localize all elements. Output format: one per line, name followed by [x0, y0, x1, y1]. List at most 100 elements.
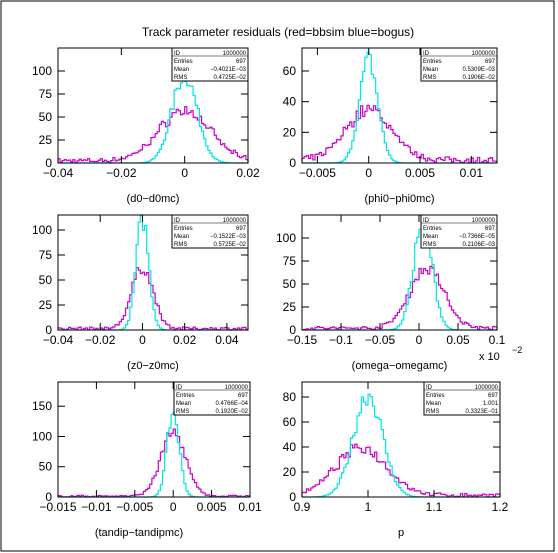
x-tick-label: 1: [365, 500, 372, 514]
y-tick-label: 100: [276, 231, 296, 245]
plot-frame: [57, 47, 249, 164]
plot-frame: [301, 381, 501, 498]
y-tick-label: 60: [283, 64, 297, 78]
y-tick-label: 20: [283, 465, 297, 479]
x-tick-label: −0.005: [116, 500, 153, 514]
y-tick-label: 25: [283, 300, 297, 314]
stats-value: 1000000: [225, 385, 249, 391]
stats-key: Mean: [423, 234, 438, 240]
x-tick-label: −0.02: [106, 166, 137, 180]
stats-box: [420, 47, 498, 82]
stats-value: 697: [488, 393, 499, 399]
y-tick-label: 100: [32, 223, 52, 237]
stats-value: 1.001: [483, 401, 499, 407]
x-tick-label: −0.04: [43, 166, 74, 180]
x-tick-label: −0.015: [39, 500, 76, 514]
stats-key: Mean: [176, 401, 191, 407]
y-tick-label: 50: [39, 110, 53, 124]
stats-value: 0.1920E−02: [215, 409, 248, 415]
stats-key: Mean: [174, 234, 189, 240]
y-tick-label: 0: [289, 323, 296, 337]
stats-value: 0.4766E−04: [215, 401, 248, 407]
x-tick-label: 0.02: [173, 333, 197, 347]
histogram-series-bbsim: [301, 104, 498, 164]
stats-value: 697: [485, 226, 496, 232]
x-tick-label: 0: [181, 166, 188, 180]
stats-key: Mean: [423, 67, 438, 73]
y-tick-label: 75: [283, 254, 297, 268]
stats-key: RMS: [174, 242, 187, 248]
x-tick-label: −0.02: [85, 333, 116, 347]
stats-box: [171, 214, 249, 249]
stats-key: ID: [174, 218, 181, 224]
plot-frame: [301, 47, 498, 164]
x-axis-label: p: [398, 527, 404, 539]
x-tick-label: −0.04: [43, 333, 74, 347]
y-tick-label: 20: [283, 125, 297, 139]
stats-key: ID: [426, 385, 433, 391]
stats-key: ID: [174, 51, 181, 57]
stats-value: 0.4725E−02: [213, 75, 246, 81]
histogram-series-bbsim: [301, 265, 498, 331]
stats-key: RMS: [176, 409, 189, 415]
stats-box: [423, 381, 501, 416]
x-tick-label: 0.01: [238, 500, 262, 514]
y-tick-label: 60: [283, 415, 297, 429]
x-axis-label: (omega−omegamc): [352, 360, 448, 372]
x-tick-label: 0: [170, 500, 177, 514]
y-tick-label: 40: [283, 95, 297, 109]
stats-key: Entries: [423, 59, 442, 65]
stats-key: Mean: [174, 67, 189, 73]
histogram-panel: −0.15 −0.1 −0.05 0 0.05 0.1 0 25 50 75 100 (omega−o…: [276, 214, 522, 372]
stats-value: −0.7366E−05: [459, 234, 496, 240]
x-axis-label: (d0−d0mc): [127, 193, 180, 205]
histogram-series-bbsim: [57, 266, 249, 331]
stats-value: 1000000: [475, 385, 499, 391]
stats-key: ID: [423, 218, 430, 224]
stats-box: [420, 214, 498, 249]
y-tick-label: 25: [39, 298, 53, 312]
x-tick-label: 1.1: [426, 500, 443, 514]
stats-value: 1000000: [472, 51, 496, 57]
figure-title: Track parameter residuals (red=bbsim blu…: [142, 25, 414, 39]
x-axis-label: (phi0−phi0mc): [364, 193, 434, 205]
stats-box: [171, 47, 249, 82]
x-tick-label: 0.04: [215, 333, 239, 347]
y-tick-label: 0: [45, 490, 52, 504]
y-tick-label: 100: [32, 429, 52, 443]
y-tick-label: 50: [39, 460, 53, 474]
plot-frame: [57, 381, 251, 498]
stats-value: 0.2106E−03: [462, 242, 495, 248]
x-axis-exponent-power: −2: [512, 345, 522, 355]
y-tick-label: 150: [32, 399, 52, 413]
y-tick-label: 75: [39, 248, 53, 262]
stats-key: Entries: [426, 393, 445, 399]
x-tick-label: 1.2: [492, 500, 509, 514]
y-tick-label: 0: [289, 156, 296, 170]
x-axis-label: (z0−z0mc): [127, 360, 179, 372]
x-axis-exponent: x 10: [479, 351, 500, 363]
stats-key: Mean: [426, 401, 441, 407]
stats-key: Entries: [174, 59, 193, 65]
x-tick-label: 0.05: [446, 333, 470, 347]
y-tick-label: 0: [45, 323, 52, 337]
histogram-panel: −0.04 −0.02 0 0.02 0.04 0 25 50 75 100 (z0−z0mc) ID…: [32, 214, 249, 372]
x-axis-label: (tandip−tandipmc): [95, 527, 183, 539]
stats-value: 0.3323E−01: [465, 409, 498, 415]
stats-value: 697: [236, 226, 247, 232]
x-tick-label: 0.02: [236, 166, 260, 180]
y-tick-label: 0: [45, 156, 52, 170]
stats-value: 1000000: [223, 51, 247, 57]
stats-key: RMS: [426, 409, 439, 415]
stats-key: ID: [423, 51, 430, 57]
histogram-panel: −0.04 −0.02 0 0.02 0 25 50 75 100 (d0−d0mc) ID 1000…: [32, 47, 260, 205]
stats-value: 1000000: [472, 218, 496, 224]
stats-value: −0.4021E−03: [210, 67, 247, 73]
x-tick-label: −0.15: [287, 333, 318, 347]
stats-key: Entries: [174, 226, 193, 232]
y-tick-label: 25: [39, 133, 53, 147]
histogram-series-bbsim: [57, 106, 249, 164]
plot-frame: [301, 214, 498, 331]
